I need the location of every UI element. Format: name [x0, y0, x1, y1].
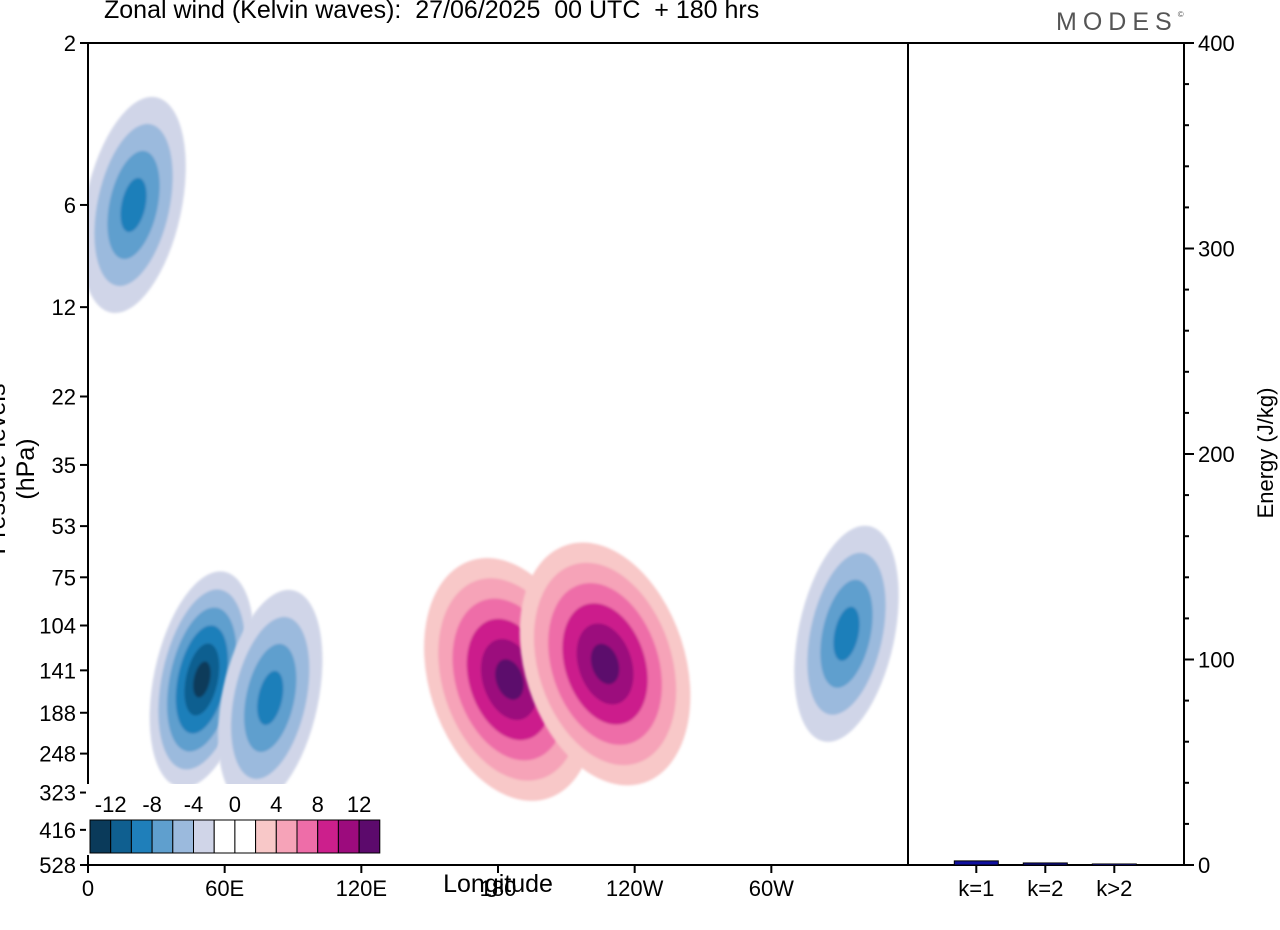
- x-tick-label: 120E: [336, 876, 387, 901]
- energy-tick-label: 0: [1198, 853, 1210, 878]
- colorbar-swatch: [234, 819, 257, 854]
- energy-bar: [1022, 862, 1068, 866]
- colorbar-swatch: [172, 819, 195, 854]
- energy-tick-label: 100: [1198, 648, 1235, 673]
- contour-level: [257, 670, 284, 725]
- y-tick-label: 141: [39, 658, 76, 683]
- wave-feature-negative: [794, 525, 899, 742]
- y-tick-label: 323: [39, 781, 76, 806]
- colorbar-swatch: [110, 819, 132, 854]
- colorbar-label: -12: [95, 792, 127, 817]
- wave-feature-positive: [519, 542, 691, 786]
- pressure-axis: 2 6 12 22 35 53 75 104 141 188 248 323 416 528: [39, 31, 88, 878]
- colorbar-swatch: [317, 819, 339, 854]
- y-tick-label: 248: [39, 742, 76, 767]
- x-axis-label: Longitude: [443, 870, 553, 898]
- energy-bars: k=1 k=2 k>2: [953, 860, 1137, 901]
- wave-feature-negative: [88, 96, 186, 314]
- x-tick-label: 120W: [606, 876, 664, 901]
- energy-tick-label: 400: [1198, 31, 1235, 56]
- y-tick-label: 75: [52, 565, 76, 590]
- brand-logo: MODES©: [1056, 8, 1184, 36]
- energy-category-label: k=1: [958, 876, 994, 901]
- wave-feature-negative: [217, 589, 323, 806]
- colorbar-swatch: [337, 819, 360, 854]
- chart-title: Zonal wind (Kelvin waves): 27/06/2025 00…: [104, 0, 760, 24]
- energy-axis-label: Energy (J/kg): [1253, 387, 1278, 519]
- energy-tick-label: 200: [1198, 442, 1235, 467]
- energy-category-label: k=2: [1027, 876, 1063, 901]
- energy-bar: [953, 860, 999, 866]
- energy-panel-frame: [907, 42, 1185, 866]
- colorbar-swatch: [193, 819, 215, 854]
- y-tick-label: 416: [39, 818, 76, 843]
- colorbar-label: -8: [142, 792, 162, 817]
- y-tick-label: 22: [52, 384, 76, 409]
- y-tick-label: 53: [52, 514, 76, 539]
- colorbar-swatch: [151, 819, 174, 854]
- contour-level: [495, 659, 524, 700]
- colorbar-label: 8: [312, 792, 324, 817]
- y-tick-label: 6: [64, 193, 76, 218]
- colorbar-label: 4: [270, 792, 282, 817]
- colorbar-label: -4: [184, 792, 204, 817]
- energy-axis: 0 100 200 300 400: [1184, 31, 1235, 878]
- y-tick-label: 35: [52, 453, 76, 478]
- y-tick-label: 188: [39, 701, 76, 726]
- colorbar-swatch: [275, 819, 298, 854]
- x-tick-label: 0: [82, 876, 94, 901]
- contour-field: [88, 96, 899, 806]
- colorbar-swatch: [213, 819, 236, 854]
- colorbar-label: 12: [347, 792, 371, 817]
- colorbar-swatch: [296, 819, 319, 854]
- y-axis-label: Pressure levels (hPa): [0, 383, 40, 555]
- energy-tick-label: 300: [1198, 237, 1235, 262]
- contour-level: [833, 606, 860, 661]
- x-tick-label: 180: [480, 876, 517, 901]
- contour-level: [120, 177, 147, 232]
- y-tick-label: 528: [39, 853, 76, 878]
- contour-level: [193, 661, 211, 698]
- x-tick-label: 60E: [205, 876, 244, 901]
- y-tick-label: 12: [52, 295, 76, 320]
- x-tick-label: 60W: [749, 876, 794, 901]
- colorbar-swatch: [89, 819, 112, 854]
- colorbar: -12 -8 -4 0 4 8 12: [86, 784, 384, 855]
- contour-level: [590, 643, 620, 685]
- energy-category-label: k>2: [1096, 876, 1132, 901]
- colorbar-label: 0: [229, 792, 241, 817]
- colorbar-swatch: [130, 819, 153, 854]
- colorbar-swatch: [358, 819, 381, 854]
- y-tick-label: 104: [39, 613, 76, 638]
- colorbar-swatch: [255, 819, 277, 854]
- y-tick-label: 2: [64, 31, 76, 56]
- longitude-axis: 0 60E 120E 180 120W 60W: [82, 865, 794, 901]
